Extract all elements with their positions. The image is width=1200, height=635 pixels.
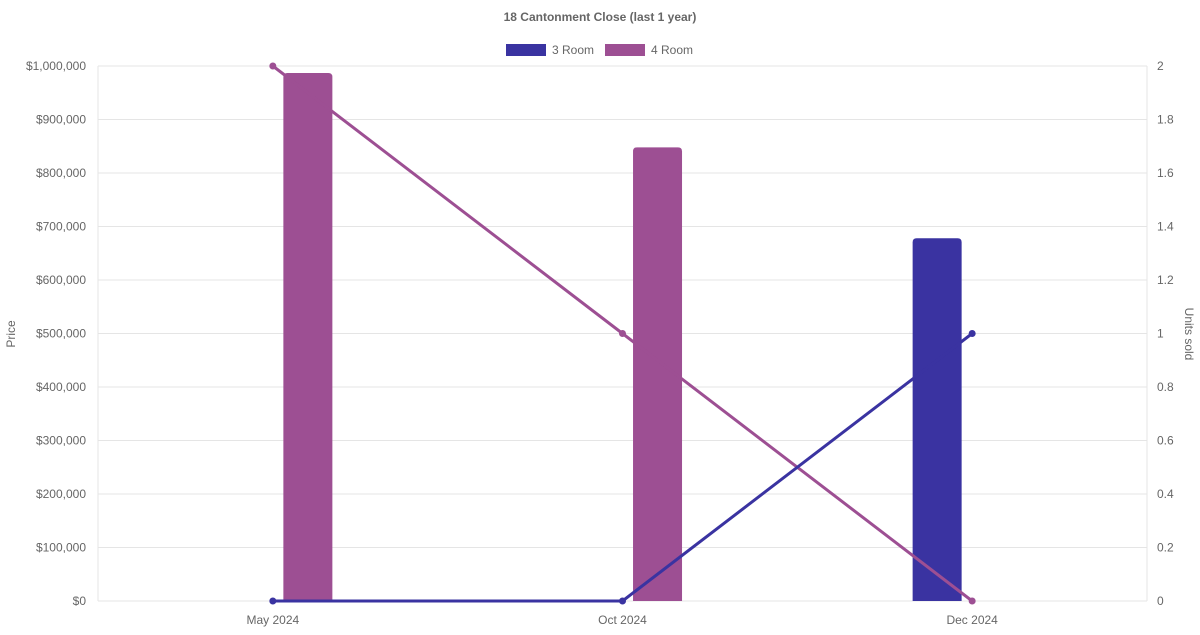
left-tick-label: $600,000 bbox=[36, 273, 86, 287]
left-tick-label: $1,000,000 bbox=[26, 59, 86, 73]
right-tick-label: 0.8 bbox=[1157, 380, 1174, 394]
left-tick-label: $300,000 bbox=[36, 434, 86, 448]
chart-title: 18 Cantonment Close (last 1 year) bbox=[504, 10, 697, 24]
legend-label-3-room[interactable]: 3 Room bbox=[552, 43, 594, 57]
line-3-room bbox=[272, 332, 974, 603]
left-tick-label: $0 bbox=[73, 594, 87, 608]
right-tick-label: 1.8 bbox=[1157, 113, 1174, 127]
right-tick-label: 0 bbox=[1157, 594, 1164, 608]
x-axis-ticks: May 2024 Oct 2024 Dec 2024 bbox=[246, 613, 998, 627]
legend-swatch-4-room[interactable] bbox=[605, 44, 645, 56]
x-tick-label: Oct 2024 bbox=[598, 613, 647, 627]
left-tick-label: $500,000 bbox=[36, 327, 86, 341]
left-axis-title: Price bbox=[4, 320, 18, 348]
right-axis-ticks: 0 0.2 0.4 0.6 0.8 1 1.2 1.4 1.6 1.8 2 bbox=[1157, 59, 1174, 608]
left-tick-label: $100,000 bbox=[36, 541, 86, 555]
legend-swatch-3-room[interactable] bbox=[506, 44, 546, 56]
bar-3-room[interactable] bbox=[912, 238, 962, 601]
bar-4-room[interactable] bbox=[633, 147, 683, 601]
right-axis-title: Units sold bbox=[1182, 308, 1196, 361]
point-3-room[interactable] bbox=[619, 597, 626, 605]
point-3-room[interactable] bbox=[968, 330, 976, 337]
x-tick-label: May 2024 bbox=[246, 613, 299, 627]
left-tick-label: $900,000 bbox=[36, 113, 86, 127]
legend: 3 Room 4 Room bbox=[506, 43, 693, 57]
lines bbox=[269, 62, 976, 605]
point-4-room[interactable] bbox=[269, 62, 277, 70]
left-tick-label: $200,000 bbox=[36, 487, 86, 501]
left-tick-label: $800,000 bbox=[36, 166, 86, 180]
point-3-room[interactable] bbox=[269, 597, 277, 605]
left-tick-label: $700,000 bbox=[36, 220, 86, 234]
bars bbox=[283, 72, 962, 601]
right-tick-label: 2 bbox=[1157, 59, 1164, 73]
right-tick-label: 1.2 bbox=[1157, 273, 1174, 287]
x-tick-label: Dec 2024 bbox=[946, 613, 998, 627]
right-tick-label: 0.2 bbox=[1157, 541, 1174, 555]
right-tick-label: 1.4 bbox=[1157, 220, 1174, 234]
legend-label-4-room[interactable]: 4 Room bbox=[651, 43, 693, 57]
left-axis-ticks: $0 $100,000 $200,000 $300,000 $400,000 $500,0… bbox=[26, 59, 86, 608]
right-tick-label: 1.6 bbox=[1157, 166, 1174, 180]
right-tick-label: 0.6 bbox=[1157, 434, 1174, 448]
left-tick-label: $400,000 bbox=[36, 380, 86, 394]
right-tick-label: 0.4 bbox=[1157, 487, 1174, 501]
right-tick-label: 1 bbox=[1157, 327, 1164, 341]
point-4-room[interactable] bbox=[968, 597, 976, 605]
bar-4-room[interactable] bbox=[283, 72, 333, 601]
point-4-room[interactable] bbox=[619, 330, 626, 337]
